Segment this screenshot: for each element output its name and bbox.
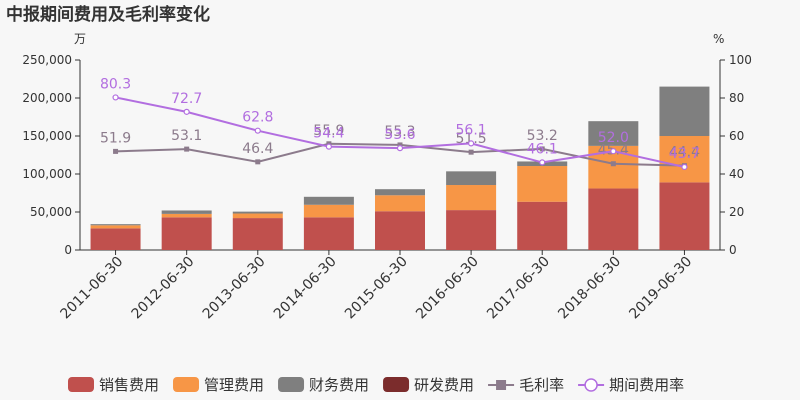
bar-segment (90, 225, 141, 229)
right-tick-label: 0 (729, 243, 737, 257)
left-tick-label: 50,000 (30, 205, 72, 219)
x-tick-label: 2019-06-30 (626, 254, 695, 323)
data-label: 53.2 (527, 128, 558, 144)
data-label: 53.6 (384, 127, 415, 143)
data-label: 55.9 (313, 123, 344, 139)
bar-segment (517, 201, 568, 250)
x-tick-label: 2016-06-30 (413, 254, 482, 323)
data-label: 46.4 (242, 141, 273, 157)
data-label: 51.9 (100, 130, 131, 146)
data-label: 43.7 (669, 146, 700, 162)
x-tick-label: 2013-06-30 (200, 254, 269, 323)
legend-label: 期间费用率 (609, 376, 684, 394)
legend: 销售费用 管理费用 财务费用 研发费用 毛利率 期间费用率 (68, 376, 684, 394)
bar-segment (232, 211, 283, 214)
bar-segment (161, 217, 212, 250)
bar-segment (232, 213, 283, 219)
bar-segment (90, 224, 141, 226)
data-label: 52.0 (598, 130, 629, 146)
left-tick-label: 250,000 (22, 53, 72, 67)
left-tick-label: 100,000 (22, 167, 72, 181)
data-label: 54.4 (313, 126, 344, 142)
bar-segment (90, 228, 141, 250)
bar-segment (303, 217, 354, 250)
line-point (184, 146, 190, 152)
legend-label: 研发费用 (414, 376, 474, 394)
bar-segment (303, 204, 354, 218)
plot-area: 0 50,000 100,000 150,000 200,000 250,000 0 20 40… (22, 53, 752, 322)
x-tick-label: 2017-06-30 (484, 254, 553, 323)
line-point (397, 142, 403, 148)
right-tick-label: 100 (729, 53, 752, 67)
bar-segment (375, 195, 425, 212)
bar-segment (588, 121, 639, 146)
line-point (539, 159, 546, 166)
line-point (468, 140, 475, 147)
x-tick-label: 2014-06-30 (271, 254, 340, 323)
data-label: 62.8 (242, 110, 273, 126)
bar-segment (659, 86, 710, 136)
line-point (610, 161, 616, 167)
bar-segment (517, 166, 568, 202)
line-point (325, 143, 332, 150)
line-point (113, 148, 119, 154)
legend-swatch (173, 377, 200, 392)
legend-marker (584, 378, 598, 392)
right-tick-label: 60 (729, 129, 744, 143)
line-point (610, 148, 617, 155)
line-point (539, 146, 545, 152)
chart-title: 中报期间费用及毛利率变化 (6, 4, 210, 25)
line-point (468, 149, 474, 155)
x-tick-label: 2011-06-30 (58, 254, 127, 323)
legend-swatch (383, 377, 410, 392)
line-point (112, 94, 119, 101)
legend-label: 毛利率 (519, 376, 564, 394)
bar-segment (446, 185, 497, 211)
bar-segment (375, 211, 425, 250)
x-tick-label: 2012-06-30 (129, 254, 198, 323)
line-point (255, 159, 261, 165)
left-tick-label: 0 (64, 243, 72, 257)
bar-segment (446, 171, 497, 186)
bar-segment (588, 188, 639, 250)
data-label: 55.3 (384, 124, 415, 140)
bar-segment (232, 218, 283, 250)
left-axis-unit: 万 (74, 32, 86, 46)
legend-swatch (278, 377, 305, 392)
x-tick-label: 2015-06-30 (342, 254, 411, 323)
bar-segment (659, 136, 710, 183)
left-tick-label: 200,000 (22, 91, 72, 105)
bar-segment (375, 189, 425, 196)
data-label: 44.4 (669, 145, 700, 161)
bar-segment (446, 210, 497, 250)
right-tick-label: 20 (729, 205, 744, 219)
line-point (681, 163, 688, 171)
left-tick-label: 150,000 (22, 129, 72, 143)
bar-segment (659, 182, 710, 250)
legend-marker (496, 380, 507, 390)
line-point (183, 108, 190, 115)
legend-label: 销售费用 (99, 376, 159, 394)
bar-segment (161, 210, 212, 214)
legend-label: 管理费用 (204, 376, 264, 394)
data-label: 80.3 (100, 76, 131, 92)
legend-label: 财务费用 (309, 376, 369, 394)
right-axis-unit: % (713, 32, 724, 46)
right-tick-label: 80 (729, 91, 744, 105)
line-point (396, 145, 404, 152)
data-label: 46.1 (527, 141, 558, 157)
x-tick-label: 2018-06-30 (555, 254, 624, 323)
data-label: 72.7 (171, 91, 202, 107)
right-tick-label: 40 (729, 167, 744, 181)
legend-swatch (68, 377, 94, 392)
bar-segment (161, 213, 212, 218)
data-label: 56.1 (456, 122, 487, 138)
bar-segment (303, 196, 354, 205)
line-point (254, 127, 261, 134)
data-label: 53.1 (171, 128, 202, 144)
